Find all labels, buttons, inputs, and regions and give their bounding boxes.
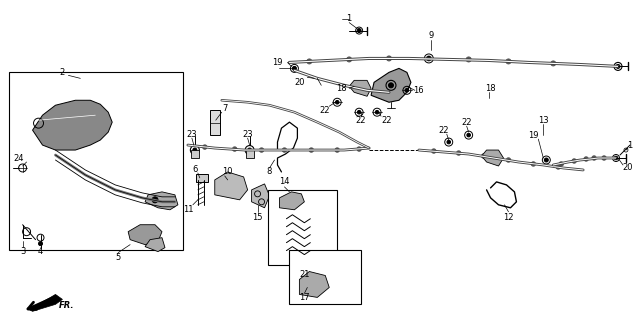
Circle shape — [335, 100, 339, 104]
Polygon shape — [481, 150, 504, 166]
Text: 18: 18 — [336, 84, 347, 93]
Text: 23: 23 — [187, 130, 197, 139]
Text: 18: 18 — [485, 84, 496, 93]
Circle shape — [467, 133, 471, 137]
Circle shape — [616, 64, 620, 68]
Polygon shape — [29, 294, 62, 311]
Text: 22: 22 — [356, 116, 366, 125]
Polygon shape — [299, 271, 330, 297]
Text: 4: 4 — [38, 247, 43, 256]
Circle shape — [358, 110, 361, 114]
Circle shape — [375, 110, 379, 114]
Text: 7: 7 — [222, 104, 227, 113]
Polygon shape — [251, 184, 269, 208]
Bar — [290, 250, 361, 304]
Text: 21: 21 — [299, 270, 310, 279]
Text: 23: 23 — [243, 130, 253, 139]
Text: 22: 22 — [439, 126, 449, 135]
Circle shape — [357, 28, 361, 33]
Circle shape — [506, 158, 511, 162]
Text: 22: 22 — [462, 118, 472, 127]
Circle shape — [309, 148, 314, 152]
Circle shape — [556, 165, 561, 169]
Circle shape — [506, 59, 511, 64]
Bar — [267, 190, 337, 265]
Polygon shape — [128, 225, 162, 244]
Polygon shape — [215, 172, 248, 200]
Circle shape — [405, 89, 409, 92]
Text: 14: 14 — [279, 177, 290, 187]
Circle shape — [614, 156, 618, 160]
Text: 17: 17 — [299, 293, 310, 302]
Text: 13: 13 — [538, 116, 549, 125]
Circle shape — [39, 242, 43, 246]
Bar — [210, 110, 220, 135]
Text: 24: 24 — [13, 154, 24, 163]
Circle shape — [203, 145, 207, 149]
Circle shape — [457, 151, 461, 155]
Circle shape — [293, 67, 297, 70]
Polygon shape — [279, 192, 304, 210]
Polygon shape — [371, 68, 411, 102]
Text: 9: 9 — [428, 31, 434, 40]
Circle shape — [466, 57, 471, 62]
Polygon shape — [32, 100, 112, 150]
Text: 11: 11 — [183, 205, 193, 214]
Circle shape — [427, 56, 431, 60]
Circle shape — [559, 162, 563, 166]
Circle shape — [602, 156, 606, 160]
Circle shape — [307, 59, 312, 64]
Bar — [196, 174, 208, 182]
Circle shape — [544, 158, 548, 162]
Circle shape — [335, 148, 340, 152]
Text: 20: 20 — [623, 164, 633, 172]
Circle shape — [357, 147, 361, 151]
Text: 16: 16 — [413, 86, 424, 95]
Circle shape — [481, 154, 486, 158]
Circle shape — [432, 149, 436, 153]
Text: 19: 19 — [528, 131, 538, 140]
Circle shape — [426, 56, 431, 61]
Circle shape — [283, 148, 286, 152]
Text: 3: 3 — [20, 247, 25, 256]
Circle shape — [389, 83, 394, 88]
Text: 15: 15 — [252, 213, 263, 222]
Text: FR.: FR. — [58, 301, 74, 310]
Bar — [246, 150, 253, 158]
Text: 1: 1 — [627, 140, 632, 149]
Circle shape — [447, 140, 450, 144]
Circle shape — [347, 57, 352, 62]
Text: 8: 8 — [267, 167, 272, 176]
Circle shape — [259, 148, 264, 152]
Circle shape — [152, 197, 158, 203]
Bar — [9, 72, 183, 250]
Text: 12: 12 — [503, 213, 514, 222]
Polygon shape — [145, 238, 165, 252]
Text: 10: 10 — [222, 167, 233, 176]
Text: 22: 22 — [382, 116, 392, 125]
Circle shape — [531, 162, 535, 166]
Circle shape — [584, 157, 588, 161]
Circle shape — [193, 148, 197, 152]
Circle shape — [387, 56, 392, 61]
Text: 2: 2 — [60, 68, 65, 77]
Bar — [191, 150, 199, 158]
Circle shape — [232, 147, 237, 151]
Circle shape — [572, 159, 577, 163]
Polygon shape — [145, 192, 178, 210]
Text: 19: 19 — [272, 58, 283, 67]
Circle shape — [248, 148, 251, 152]
Polygon shape — [349, 80, 371, 96]
Text: 5: 5 — [116, 253, 121, 262]
Text: 22: 22 — [319, 106, 330, 115]
Text: 20: 20 — [294, 78, 305, 87]
Text: 6: 6 — [192, 165, 197, 174]
Circle shape — [551, 61, 556, 66]
Circle shape — [592, 156, 596, 160]
Text: 1: 1 — [347, 14, 352, 23]
